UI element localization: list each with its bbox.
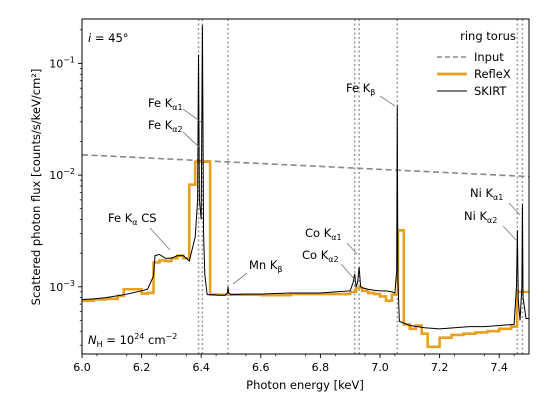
inclination-annotation: i = 45°: [88, 31, 129, 45]
x-tick-label-3: 6.6: [252, 361, 270, 374]
x-tick-label-2: 6.4: [192, 361, 210, 374]
series-reflex-line: [82, 160, 529, 349]
pointer-mn-kb: [232, 272, 248, 285]
legend-label-reflex: RefleX: [474, 67, 511, 81]
pointer-ni-ka1: [508, 202, 521, 216]
label-ni-ka2: Ni Kα2: [464, 209, 497, 225]
x-axis-label: Photon energy [keV]: [246, 378, 364, 392]
series-group: [82, 25, 529, 349]
label-fe-kb: Fe Kβ: [346, 81, 375, 97]
pointer-fe-kb: [379, 95, 396, 107]
column-density-annotation: NH = 1024 cm−2: [88, 332, 177, 349]
legend-label-input: Input: [474, 50, 504, 64]
legend-title: ring torus: [460, 29, 516, 43]
x-tick-label-0: 6.0: [73, 361, 91, 374]
x-tick-label-7: 7.4: [490, 361, 508, 374]
legend: ring torus Input RefleX SKIRT: [437, 29, 516, 98]
y-axis: 10−3 10−2 10−1: [49, 29, 82, 346]
pointer-fe-ka2: [182, 131, 200, 148]
plot-frame: [81, 18, 530, 355]
pointer-fe-ka-cs: [149, 227, 171, 251]
x-tick-label-4: 6.8: [312, 361, 330, 374]
legend-label-skirt: SKIRT: [474, 84, 507, 98]
x-tick-label-6: 7.2: [431, 361, 449, 374]
label-fe-ka-cs: Fe Kα CS: [108, 211, 157, 227]
label-fe-ka2: Fe Kα2: [148, 118, 183, 134]
pointer-ni-ka2: [502, 225, 517, 241]
label-co-ka1: Co Kα1: [305, 226, 342, 242]
y-tick-label-2: 10−1: [49, 55, 75, 70]
pointer-fe-ka1: [182, 108, 202, 123]
x-tick-label-5: 7.0: [371, 361, 389, 374]
label-co-ka2: Co Kα2: [302, 248, 339, 264]
series-skirt-line: [82, 25, 529, 330]
y-axis-label: Scattered photon flux [counts/s/keV/cm²]: [29, 69, 43, 306]
pointer-co-ka1: [346, 242, 358, 255]
pointer-co-ka2: [340, 263, 357, 282]
x-axis: 6.0 6.2 6.4 6.6 6.8 7.0 7.2 7.4: [73, 354, 515, 374]
label-fe-ka1: Fe Kα1: [148, 96, 183, 112]
label-mn-kb: Mn Kβ: [249, 258, 283, 274]
x-tick-label-1: 6.2: [133, 361, 151, 374]
series-input-line: [82, 153, 529, 178]
y-tick-label-0: 10−3: [49, 279, 75, 294]
label-ni-ka1: Ni Kα1: [470, 186, 503, 202]
line-annotations: Fe Kα1 Fe Kα2 Fe Kβ Fe Kα CS Mn Kβ Co Kα…: [108, 81, 521, 285]
y-tick-label-1: 10−2: [49, 167, 75, 182]
